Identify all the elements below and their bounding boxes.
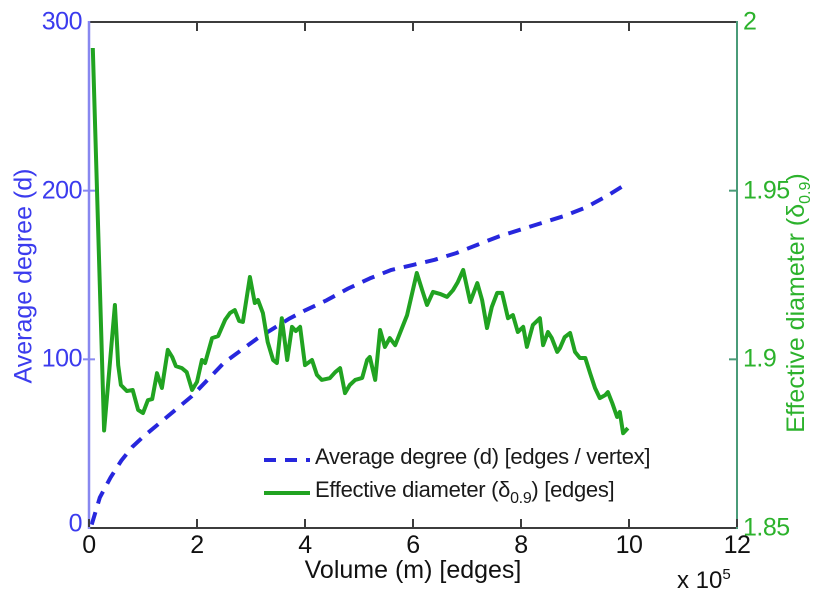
y-axis-label-right-close: ) bbox=[782, 173, 810, 182]
x-tick-2: 2 bbox=[190, 531, 204, 559]
y-left-tick-300: 300 bbox=[41, 7, 83, 36]
y-right-tick-19: 1.9 bbox=[743, 344, 777, 373]
legend-label-text: Average degree (d) [edges / vertex] bbox=[315, 444, 651, 469]
y-right-tick-2: 2 bbox=[743, 7, 757, 36]
y-right-tick-185: 1.85 bbox=[743, 513, 790, 542]
y-left-tick-0: 0 bbox=[68, 509, 83, 538]
legend-dashed-line-sample bbox=[264, 457, 310, 462]
y-axis-label-right-text: Effective diameter (δ bbox=[782, 203, 810, 433]
legend-label-close: ) [edges] bbox=[531, 477, 615, 502]
x-scale-exponent: 5 bbox=[722, 566, 731, 583]
y-right-tick-195: 1.95 bbox=[743, 176, 790, 205]
y-left-tick-200: 200 bbox=[41, 176, 83, 205]
series-left bbox=[89, 180, 631, 526]
legend-solid-line-sample bbox=[264, 490, 310, 495]
legend-label-subscript: 0.9 bbox=[510, 490, 532, 507]
y-axis-label-right: Effective diameter (δ0.9) bbox=[782, 173, 814, 433]
x-tick-6: 6 bbox=[406, 531, 420, 559]
x-axis-scale-multiplier: x 105 bbox=[677, 566, 731, 595]
x-tick-12: 12 bbox=[723, 531, 751, 559]
legend-label-text: Effective diameter (δ bbox=[315, 477, 511, 502]
x-tick-0: 0 bbox=[82, 531, 96, 559]
x-tick-8: 8 bbox=[514, 531, 528, 559]
legend-label-effective-diameter: Effective diameter (δ0.9) [edges] bbox=[315, 477, 615, 508]
x-tick-10: 10 bbox=[615, 531, 643, 559]
legend-label-average-degree: Average degree (d) [edges / vertex] bbox=[315, 444, 650, 475]
y-axis-label-left: Average degree (d) bbox=[9, 168, 38, 384]
legend: Average degree (d) [edges / vertex] Effe… bbox=[264, 443, 650, 509]
x-tick-4: 4 bbox=[298, 531, 312, 559]
legend-item-average-degree: Average degree (d) [edges / vertex] bbox=[264, 443, 650, 476]
y-left-tick-100: 100 bbox=[41, 344, 83, 373]
x-scale-base: x 10 bbox=[677, 567, 723, 594]
x-axis-label: Volume (m) [edges] bbox=[304, 556, 522, 584]
y-axis-label-right-subscript: 0.9 bbox=[797, 181, 814, 204]
legend-item-effective-diameter: Effective diameter (δ0.9) [edges] bbox=[264, 476, 650, 509]
series-right bbox=[90, 47, 630, 436]
